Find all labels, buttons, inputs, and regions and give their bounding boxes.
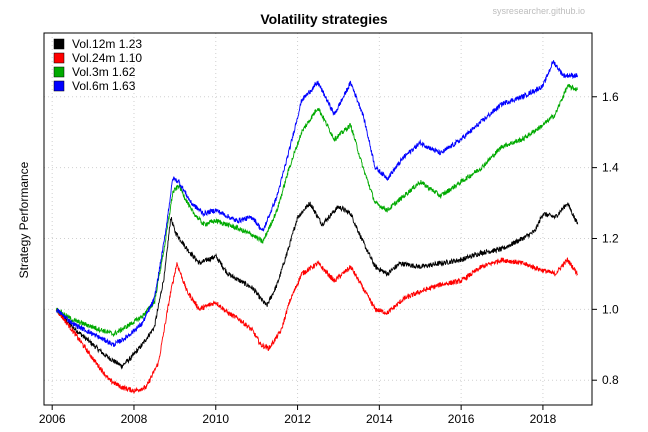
x-tick-label: 2008 — [121, 412, 148, 426]
legend-swatch — [53, 80, 65, 92]
grid — [44, 33, 592, 405]
series-line-vol6m — [55, 60, 579, 347]
y-tick-label: 1.2 — [602, 231, 619, 245]
series-line-vol12m — [55, 201, 579, 370]
y-tick-label: 1.0 — [602, 302, 619, 316]
series-line-vol3m — [55, 83, 578, 337]
legend-swatch — [53, 66, 65, 78]
legend-swatch — [53, 52, 65, 64]
legend-entry: Vol.3m 1.62 — [72, 65, 136, 79]
watermark: sysresearcher.github.io — [492, 6, 585, 16]
series-line-vol24m — [55, 257, 579, 395]
plot-frame — [43, 32, 593, 406]
x-tick-label: 2014 — [366, 412, 393, 426]
x-tick-label: 2018 — [530, 412, 557, 426]
y-axis: 0.8 1.0 1.2 1.4 1.6 — [592, 90, 619, 387]
legend-swatch — [53, 38, 65, 50]
legend-entry: Vol.6m 1.63 — [72, 79, 136, 93]
x-tick-label: 2012 — [284, 412, 311, 426]
x-tick-label: 2010 — [202, 412, 229, 426]
series-lines — [55, 60, 579, 395]
legend-entry: Vol.24m 1.10 — [72, 51, 142, 65]
chart-title: Volatility strategies — [260, 11, 388, 27]
y-axis-label: Strategy Performance — [17, 161, 31, 278]
x-axis: 2006 2008 2010 2012 2014 2016 2018 — [39, 405, 557, 426]
legend-entry: Vol.12m 1.23 — [72, 37, 142, 51]
x-tick-label: 2006 — [39, 412, 66, 426]
y-tick-label: 1.4 — [602, 161, 619, 175]
y-tick-label: 1.6 — [602, 90, 619, 104]
x-tick-label: 2016 — [448, 412, 475, 426]
y-tick-label: 0.8 — [602, 373, 619, 387]
